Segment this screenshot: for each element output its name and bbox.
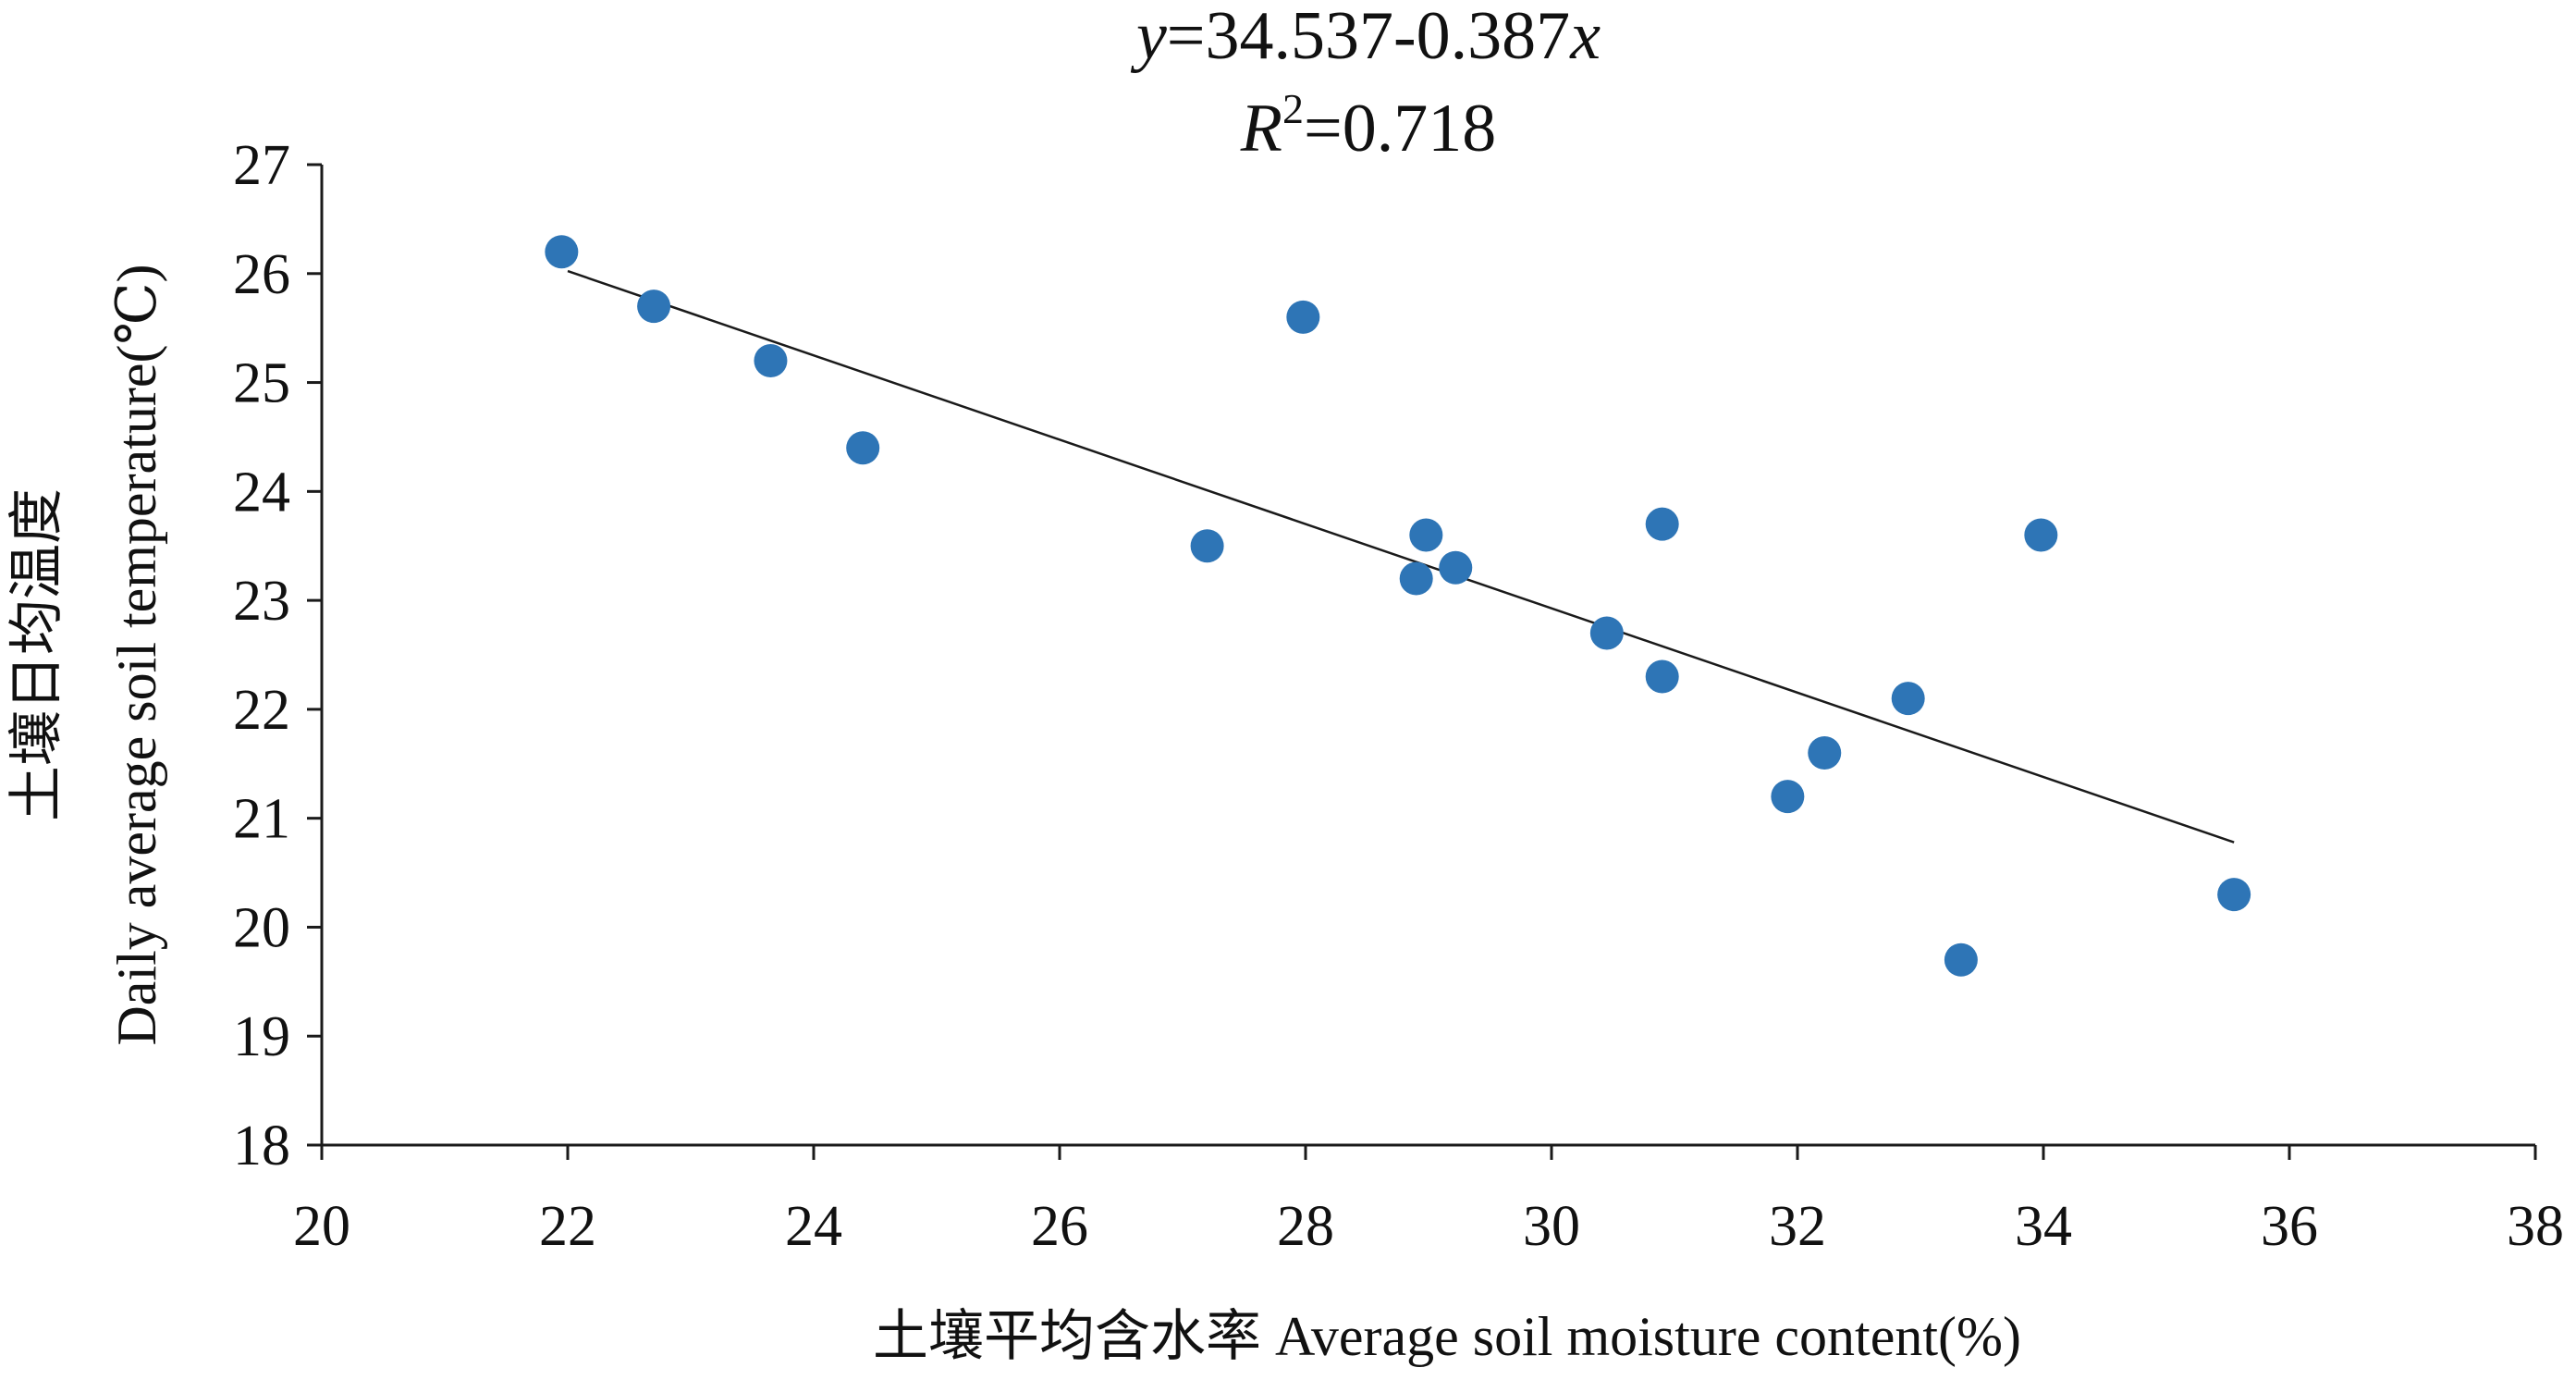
data-point xyxy=(1409,518,1443,552)
data-point xyxy=(754,344,788,377)
data-point xyxy=(2217,878,2251,912)
data-point xyxy=(1645,507,1679,541)
y-tick-label: 24 xyxy=(233,461,290,524)
y-tick-label: 27 xyxy=(233,134,290,197)
y-tick-label: 19 xyxy=(233,1005,290,1068)
trendline-layer xyxy=(567,269,2235,844)
y-tick-label: 18 xyxy=(233,1115,290,1177)
equation-rhs: =34.537-0.387 xyxy=(1167,0,1570,74)
x-axis-ticks: 20 22 24 26 28 30 32 34 36 38 xyxy=(293,1145,2564,1258)
data-point xyxy=(1808,736,1842,770)
x-tick-label: 38 xyxy=(2507,1195,2564,1258)
data-point xyxy=(637,290,671,324)
y-tick-label: 23 xyxy=(233,570,290,633)
equation-y-variable: y xyxy=(1130,0,1167,74)
x-axis-title: 土壤平均含水率 Average soil moisture content(%) xyxy=(873,1306,2021,1367)
regression-equation: y=34.537-0.387x xyxy=(1130,0,1601,74)
data-point xyxy=(1286,300,1320,334)
y-axis-title-en: Daily average soil temperature(℃) xyxy=(106,264,167,1045)
r-value: =0.718 xyxy=(1304,91,1496,166)
r-squared-label: R2=0.718 xyxy=(1240,85,1496,166)
r-exponent: 2 xyxy=(1282,85,1304,132)
data-point xyxy=(1645,659,1679,694)
y-tick-label: 25 xyxy=(233,352,290,415)
y-axis-title: 土壤日均温度 xyxy=(6,488,67,821)
x-tick-label: 32 xyxy=(1769,1195,1826,1258)
data-point xyxy=(1439,550,1473,585)
equation-x-variable: x xyxy=(1569,0,1601,74)
data-point xyxy=(545,235,579,269)
x-tick-label: 28 xyxy=(1277,1195,1334,1258)
data-point xyxy=(1190,529,1224,563)
x-tick-label: 30 xyxy=(1523,1195,1580,1258)
x-tick-label: 22 xyxy=(539,1195,596,1258)
x-tick-label: 20 xyxy=(293,1195,350,1258)
x-tick-label: 24 xyxy=(785,1195,842,1258)
data-point xyxy=(846,431,880,465)
data-point xyxy=(1891,682,1925,716)
trendline xyxy=(567,269,2235,844)
data-points xyxy=(545,235,2251,977)
y-tick-label: 20 xyxy=(233,896,290,959)
r-symbol: R xyxy=(1240,91,1282,166)
data-point xyxy=(1589,616,1624,650)
x-tick-label: 26 xyxy=(1031,1195,1088,1258)
x-tick-label: 36 xyxy=(2261,1195,2318,1258)
data-point xyxy=(1771,780,1805,814)
x-tick-label: 34 xyxy=(2015,1195,2072,1258)
data-point xyxy=(1399,561,1433,596)
data-point xyxy=(2024,518,2058,552)
y-axis-ticks: 18 19 20 21 22 23 24 25 26 27 xyxy=(233,134,322,1177)
y-tick-label: 22 xyxy=(233,679,290,742)
y-tick-label: 26 xyxy=(233,243,290,306)
y-tick-label: 21 xyxy=(233,788,290,851)
y-axis-title-cn: 土壤日均温度 xyxy=(6,488,67,821)
data-point xyxy=(1944,943,1978,977)
